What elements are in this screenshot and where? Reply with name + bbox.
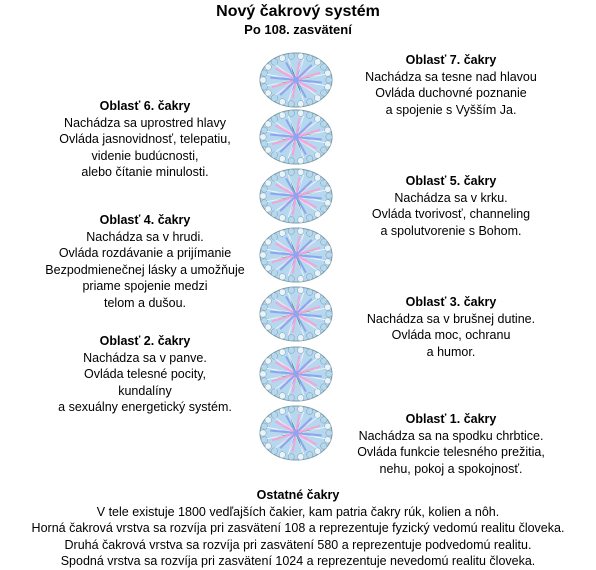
chakra-6-symbol: [259, 109, 333, 165]
chakra-5-heading: Oblasť 5. čakry: [405, 174, 497, 188]
chakra-1-info: Oblasť 1. čakry Nachádza sa na spodku ch…: [336, 411, 566, 477]
other-chakras-line-1: V tele existuje 1800 vedľajších čakier, …: [96, 504, 500, 519]
chakra-7-heading: Oblasť 7. čakry: [405, 53, 497, 67]
chakra-3-line-3: a humor.: [426, 344, 476, 359]
chakra-4-line-5: telom a dušou.: [104, 295, 186, 310]
chakra-2-symbol: [259, 346, 333, 402]
chakra-7-line-1: Nachádza sa tesne nad hlavou: [365, 69, 537, 84]
chakra-3-line-1: Nachádza sa v brušnej dutine.: [366, 311, 536, 326]
other-chakras-line-2: Horná čakrová vrstva sa rozvíja pri zasv…: [31, 521, 565, 535]
chakra-3-heading: Oblasť 3. čakry: [405, 295, 497, 309]
chakra-1-line-1: Nachádza sa na spodku chrbtice.: [358, 428, 544, 443]
chakra-2-line-2: Ovláda telesné pocity,: [83, 367, 207, 381]
chakra-2-line-4: a sexuálny energetický systém.: [58, 400, 232, 414]
chakra-4-line-3: Bezpodmienečnej lásky a umožňuje: [45, 262, 245, 277]
chakra-4-symbol: [259, 227, 333, 283]
page-subtitle: Po 108. zasvätení: [244, 22, 352, 37]
chakra-4-heading: Oblasť 4. čakry: [99, 213, 191, 227]
chakra-6-line-4: alebo čítanie minulosti.: [81, 165, 209, 179]
chakra-7-symbol: [259, 52, 333, 108]
chakra-5-line-3: a spolutvorenie s Bohom.: [380, 223, 522, 238]
chakra-5-line-1: Nachádza sa v krku.: [394, 190, 508, 205]
chakra-5-line-2: Ovláda tvorivosť, channeling: [371, 207, 531, 221]
chakra-6-info: Oblasť 6. čakry Nachádza sa uprostred hl…: [30, 98, 260, 181]
other-chakras-line-4: Spodná vrstva sa rozvíja pri zasvätení 1…: [60, 554, 536, 568]
chakra-1-line-3: nehu, pokoj a spokojnosť.: [379, 461, 523, 476]
chakra-7-line-3: a spojenie s Vyšším Ja.: [385, 102, 517, 117]
chakra-6-heading: Oblasť 6. čakry: [99, 99, 191, 113]
chakra-7-info: Oblasť 7. čakry Nachádza sa tesne nad hl…: [336, 52, 566, 118]
chakra-6-line-3: videnie budúcnosti,: [91, 148, 199, 163]
other-chakras-heading: Ostatné čakry: [256, 488, 340, 502]
chakra-3-info: Oblasť 3. čakry Nachádza sa v brušnej du…: [336, 294, 566, 360]
other-chakras-line-3: Druhá čakrová vrstva sa rozvíja pri zasv…: [64, 537, 532, 552]
chakra-1-line-2: Ovláda funkcie telesného prežitia,: [357, 445, 545, 459]
chakra-4-info: Oblasť 4. čakry Nachádza sa v hrudi. Ovl…: [22, 212, 268, 311]
chakra-2-heading: Oblasť 2. čakry: [99, 334, 191, 348]
chakra-6-line-2: Ovláda jasnovidnosť, telepatiu,: [59, 132, 231, 146]
chakra-2-line-1: Nachádza sa v panve.: [83, 350, 207, 365]
page-title: Nový čakrový systém: [216, 3, 380, 20]
other-chakras: Ostatné čakry V tele existuje 1800 vedľa…: [0, 487, 596, 570]
chakra-2-info: Oblasť 2. čakry Nachádza sa v panve. Ovl…: [30, 333, 260, 416]
chakra-3-symbol: [259, 286, 333, 342]
chakra-1-symbol: [259, 405, 333, 461]
chakra-3-line-2: Ovláda moc, ochranu: [391, 328, 511, 342]
chakra-4-line-1: Nachádza sa v hrudi.: [86, 229, 204, 244]
chakra-4-line-2: Ovláda rozdávanie a prijímanie: [58, 246, 232, 260]
chakra-5-info: Oblasť 5. čakry Nachádza sa v krku. Ovlá…: [336, 173, 566, 239]
chakra-4-line-4: priame spojenie medzi: [82, 279, 208, 293]
chakra-7-line-2: Ovláda duchovné poznanie: [375, 86, 527, 100]
chakra-1-heading: Oblasť 1. čakry: [405, 412, 497, 426]
chakra-2-line-3: kundalíny: [118, 383, 172, 398]
chakra-6-line-1: Nachádza sa uprostred hlavy: [64, 115, 226, 130]
chakra-5-symbol: [259, 168, 333, 224]
